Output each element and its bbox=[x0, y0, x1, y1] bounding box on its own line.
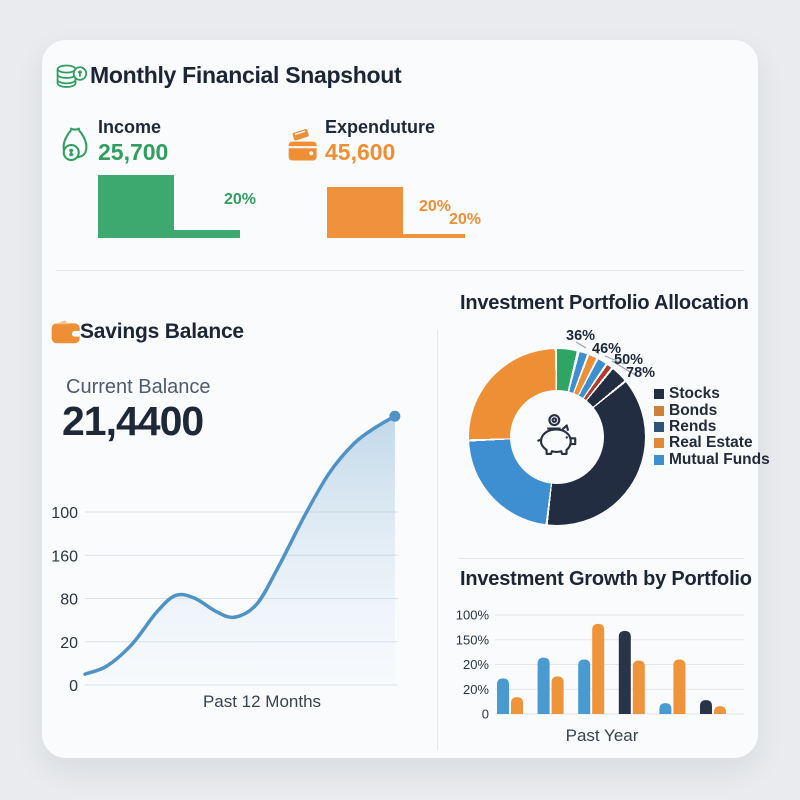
income-label: Income bbox=[98, 117, 162, 137]
wallet-savings-icon bbox=[51, 320, 80, 344]
svg-text:160: 160 bbox=[51, 548, 78, 565]
svg-text:80: 80 bbox=[60, 592, 78, 609]
growth-bar bbox=[673, 659, 686, 714]
growth-bar bbox=[659, 703, 672, 714]
growth-bar bbox=[592, 623, 605, 714]
expenditure-label: Expenduture bbox=[325, 117, 436, 137]
right-column-divider bbox=[458, 558, 744, 559]
portfolio-donut-chart bbox=[469, 349, 645, 525]
legend-swatch bbox=[654, 421, 664, 432]
growth-bar bbox=[497, 678, 509, 714]
expenditure-bar-small bbox=[403, 234, 465, 238]
savings-section-title: Savings Balance bbox=[80, 320, 244, 343]
expenditure-percent-label-1: 20% bbox=[419, 198, 452, 215]
growth-bar bbox=[632, 660, 645, 714]
legend-swatch bbox=[654, 389, 664, 400]
growth-bar bbox=[537, 657, 550, 714]
expenditure-percent-label-2: 20% bbox=[449, 211, 482, 228]
income-bar-small bbox=[174, 230, 240, 238]
wallet-expense-icon bbox=[288, 128, 317, 161]
svg-text:0: 0 bbox=[69, 678, 78, 695]
legend-item: Mutual Funds bbox=[654, 450, 770, 468]
svg-text:20: 20 bbox=[60, 635, 78, 652]
legend-item: Bonds bbox=[654, 401, 770, 419]
growth-bar bbox=[551, 676, 564, 714]
legend-swatch bbox=[654, 405, 664, 416]
income-value: 25,700 bbox=[98, 139, 169, 165]
svg-text:150%: 150% bbox=[456, 632, 490, 647]
income-bar-large bbox=[98, 175, 174, 238]
money-bag-icon bbox=[62, 127, 88, 162]
savings-line-chart: 100 160 80 20 0 bbox=[51, 410, 401, 695]
legend-label: Stocks bbox=[669, 385, 720, 403]
portfolio-legend: Stocks Bonds Rends Real Estate Mutual Funds bbox=[654, 385, 770, 468]
donut-callout-1: 36% bbox=[566, 328, 596, 344]
donut-callout-2: 46% bbox=[592, 341, 622, 357]
expenditure-value: 45,600 bbox=[325, 139, 396, 165]
legend-item: Real Estate bbox=[654, 434, 770, 452]
current-balance-value: 21,4400 bbox=[62, 398, 204, 444]
donut-callout-3: 50% bbox=[614, 352, 644, 368]
section-divider-horizontal bbox=[56, 270, 744, 271]
growth-bar bbox=[511, 697, 523, 714]
legend-item: Stocks bbox=[654, 385, 770, 403]
legend-label: Rends bbox=[669, 417, 717, 435]
growth-bar-chart: 100% 150% 20% 20% 0 bbox=[456, 608, 744, 722]
donut-hole bbox=[510, 390, 604, 484]
growth-x-axis-label: Past Year bbox=[565, 726, 639, 745]
legend-swatch bbox=[654, 454, 664, 465]
expenditure-bar-large bbox=[327, 187, 403, 238]
svg-text:100: 100 bbox=[51, 505, 78, 522]
page-title: Monthly Financial Snapshout bbox=[90, 62, 402, 88]
donut-callout-4: 78% bbox=[626, 365, 656, 381]
savings-x-axis-label: Past 12 Months bbox=[202, 692, 322, 711]
legend-swatch bbox=[654, 438, 664, 449]
legend-item: Rends bbox=[654, 417, 770, 435]
income-percent-label: 20% bbox=[224, 191, 257, 208]
legend-label: Mutual Funds bbox=[669, 450, 770, 468]
growth-bar bbox=[618, 630, 631, 714]
legend-label: Real Estate bbox=[669, 434, 753, 452]
portfolio-section-title: Investment Portfolio Allocation bbox=[460, 292, 749, 314]
coins-icon bbox=[56, 64, 88, 88]
growth-bar bbox=[700, 700, 712, 714]
svg-text:20%: 20% bbox=[463, 657, 489, 672]
legend-label: Bonds bbox=[669, 401, 718, 419]
growth-bar bbox=[714, 706, 726, 714]
column-divider-vertical bbox=[437, 330, 438, 750]
svg-text:20%: 20% bbox=[463, 682, 489, 697]
dashboard-card: Monthly Financial Snapshout Income 25,70… bbox=[42, 40, 770, 758]
piggy-bank-icon bbox=[537, 414, 577, 455]
svg-text:100%: 100% bbox=[456, 608, 490, 623]
growth-bar bbox=[578, 659, 591, 714]
svg-text:0: 0 bbox=[482, 707, 489, 722]
growth-section-title: Investment Growth by Portfolio bbox=[460, 568, 752, 590]
current-balance-label: Current Balance bbox=[66, 376, 211, 398]
